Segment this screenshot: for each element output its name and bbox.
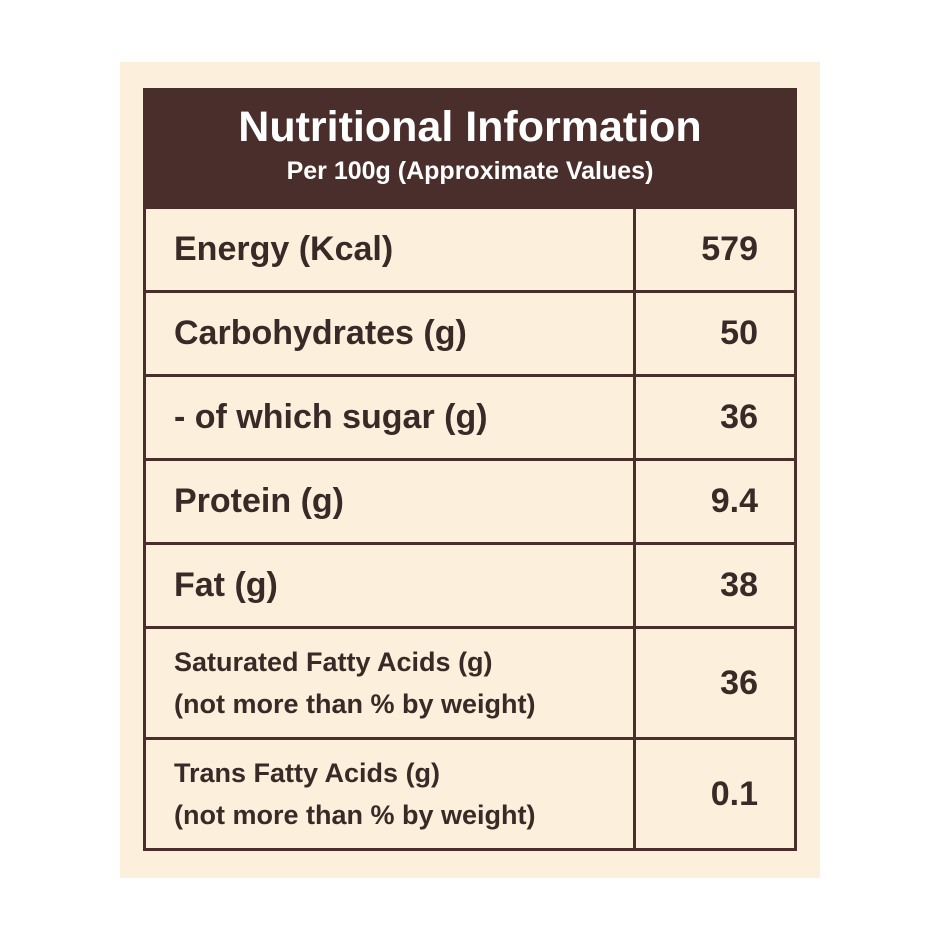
row-label: Trans Fatty Acids (g) (not more than % by…: [146, 740, 636, 848]
label-line: (not more than % by weight): [174, 800, 536, 830]
row-value: 50: [720, 314, 758, 352]
row-label: - of which sugar (g): [146, 377, 636, 458]
label-line: Fat (g): [174, 566, 278, 604]
row-value: 36: [720, 663, 758, 702]
row-label: Carbohydrates (g): [146, 293, 636, 374]
row-value: 0.1: [710, 774, 758, 813]
label-line: - of which sugar (g): [174, 398, 488, 436]
label-line: Energy (Kcal): [174, 230, 394, 268]
subtitle: Per 100g (Approximate Values): [286, 157, 654, 185]
table-row: Saturated Fatty Acids (g) (not more than …: [146, 626, 794, 737]
table-row: Protein (g) 9.4: [146, 458, 794, 542]
title: Nutritional Information: [238, 103, 702, 151]
label-line: (not more than % by weight): [174, 689, 536, 719]
table-row: - of which sugar (g) 36: [146, 374, 794, 458]
row-value: 36: [720, 398, 758, 436]
row-label: Fat (g): [146, 545, 636, 626]
row-value: 38: [720, 566, 758, 604]
table-header: Nutritional Information Per 100g (Approx…: [146, 91, 794, 206]
nutrition-table: Nutritional Information Per 100g (Approx…: [143, 88, 797, 851]
label-line: Saturated Fatty Acids (g): [174, 647, 493, 677]
table-row: Carbohydrates (g) 50: [146, 290, 794, 374]
table-body: Energy (Kcal) 579 Carbohydrates (g) 50 - of …: [146, 206, 794, 848]
row-value: 579: [701, 230, 758, 268]
row-value: 9.4: [710, 482, 758, 520]
table-row: Energy (Kcal) 579: [146, 206, 794, 290]
row-label: Saturated Fatty Acids (g) (not more than …: [146, 629, 636, 737]
label-line: Carbohydrates (g): [174, 314, 467, 352]
row-label: Energy (Kcal): [146, 209, 636, 290]
label-line: Trans Fatty Acids (g): [174, 758, 441, 788]
table-row: Trans Fatty Acids (g) (not more than % by…: [146, 737, 794, 848]
row-label: Protein (g): [146, 461, 636, 542]
table-row: Fat (g) 38: [146, 542, 794, 626]
label-line: Protein (g): [174, 482, 344, 520]
